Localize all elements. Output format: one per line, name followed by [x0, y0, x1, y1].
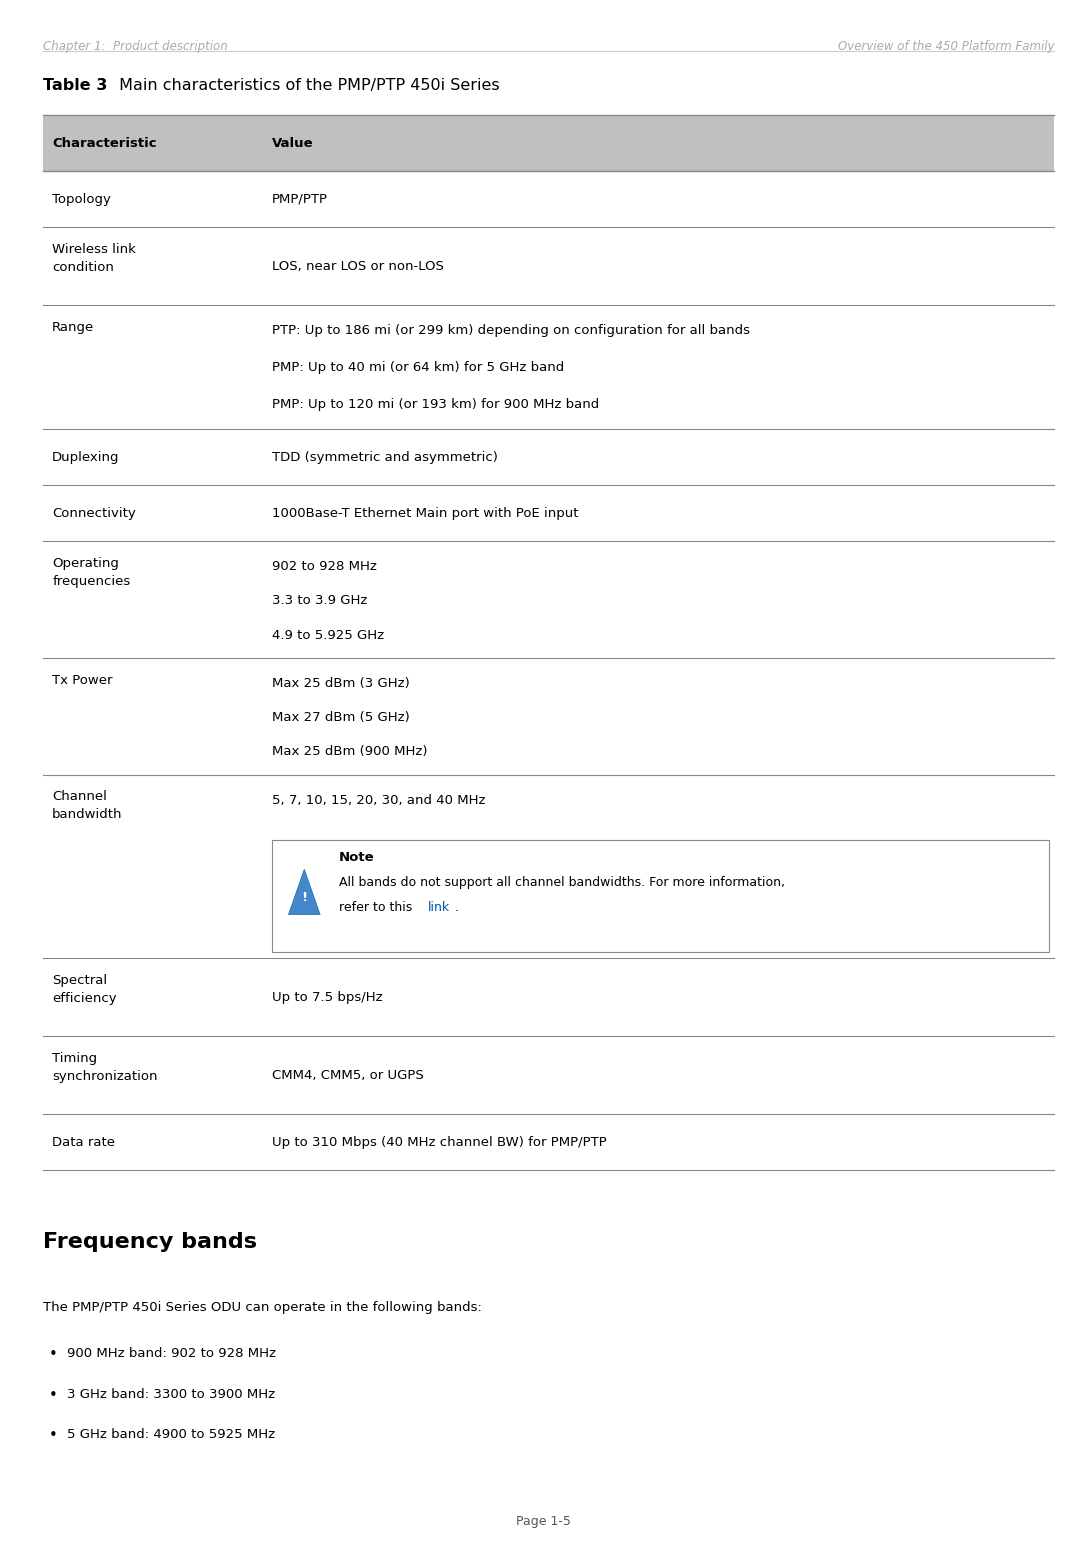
Text: Range: Range	[52, 321, 95, 333]
Text: LOS, near LOS or non-LOS: LOS, near LOS or non-LOS	[272, 260, 443, 272]
Text: link: link	[428, 901, 450, 913]
Bar	[43, 115, 1054, 171]
Text: Wireless link
condition: Wireless link condition	[52, 243, 136, 274]
Text: 3.3 to 3.9 GHz: 3.3 to 3.9 GHz	[272, 594, 367, 607]
Text: Page 1-5: Page 1-5	[516, 1516, 571, 1528]
Text: Max 27 dBm (5 GHz): Max 27 dBm (5 GHz)	[272, 711, 410, 724]
Text: •: •	[49, 1347, 58, 1363]
Text: Operating
frequencies: Operating frequencies	[52, 557, 130, 588]
Text: TDD (symmetric and asymmetric): TDD (symmetric and asymmetric)	[272, 451, 498, 464]
Text: Max 25 dBm (900 MHz): Max 25 dBm (900 MHz)	[272, 745, 427, 758]
Text: Channel
bandwidth: Channel bandwidth	[52, 790, 123, 822]
Text: Max 25 dBm (3 GHz): Max 25 dBm (3 GHz)	[272, 677, 410, 689]
Text: 5, 7, 10, 15, 20, 30, and 40 MHz: 5, 7, 10, 15, 20, 30, and 40 MHz	[272, 794, 485, 806]
Text: Up to 7.5 bps/Hz: Up to 7.5 bps/Hz	[272, 991, 383, 1004]
Text: CMM4, CMM5, or UGPS: CMM4, CMM5, or UGPS	[272, 1069, 424, 1081]
Text: Frequency bands: Frequency bands	[43, 1232, 258, 1253]
Text: PMP: Up to 120 mi (or 193 km) for 900 MHz band: PMP: Up to 120 mi (or 193 km) for 900 MH…	[272, 398, 599, 411]
Text: 5 GHz band: 4900 to 5925 MHz: 5 GHz band: 4900 to 5925 MHz	[67, 1428, 275, 1441]
Text: The PMP/PTP 450i Series ODU can operate in the following bands:: The PMP/PTP 450i Series ODU can operate …	[43, 1301, 483, 1313]
Text: 1000Base-T Ethernet Main port with PoE input: 1000Base-T Ethernet Main port with PoE i…	[272, 507, 578, 520]
Text: Overview of the 450 Platform Family: Overview of the 450 Platform Family	[838, 40, 1054, 53]
Polygon shape	[288, 870, 321, 915]
Text: PTP: Up to 186 mi (or 299 km) depending on configuration for all bands: PTP: Up to 186 mi (or 299 km) depending …	[272, 324, 750, 336]
Bar	[272, 840, 1049, 952]
Text: 3 GHz band: 3300 to 3900 MHz: 3 GHz band: 3300 to 3900 MHz	[67, 1388, 275, 1400]
Text: PMP/PTP: PMP/PTP	[272, 193, 327, 205]
Text: Main characteristics of the PMP/PTP 450i Series: Main characteristics of the PMP/PTP 450i…	[114, 78, 500, 93]
Text: 902 to 928 MHz: 902 to 928 MHz	[272, 560, 376, 573]
Text: Chapter 1:  Product description: Chapter 1: Product description	[43, 40, 228, 53]
Text: Value: Value	[272, 137, 313, 149]
Text: Topology: Topology	[52, 193, 111, 205]
Text: Timing
synchronization: Timing synchronization	[52, 1052, 158, 1083]
Text: !: !	[301, 892, 308, 904]
Text: Note: Note	[339, 851, 375, 864]
Text: Tx Power: Tx Power	[52, 674, 113, 686]
Text: All bands do not support all channel bandwidths. For more information,: All bands do not support all channel ban…	[339, 876, 785, 888]
Text: PMP: Up to 40 mi (or 64 km) for 5 GHz band: PMP: Up to 40 mi (or 64 km) for 5 GHz ba…	[272, 361, 564, 373]
Text: refer to this: refer to this	[339, 901, 416, 913]
Text: Up to 310 Mbps (40 MHz channel BW) for PMP/PTP: Up to 310 Mbps (40 MHz channel BW) for P…	[272, 1136, 607, 1148]
Text: Duplexing: Duplexing	[52, 451, 120, 464]
Text: Data rate: Data rate	[52, 1136, 115, 1148]
Text: Connectivity: Connectivity	[52, 507, 136, 520]
Text: Characteristic: Characteristic	[52, 137, 157, 149]
Text: Table 3: Table 3	[43, 78, 108, 93]
Text: 900 MHz band: 902 to 928 MHz: 900 MHz band: 902 to 928 MHz	[67, 1347, 276, 1360]
Text: 4.9 to 5.925 GHz: 4.9 to 5.925 GHz	[272, 629, 384, 641]
Text: •: •	[49, 1388, 58, 1404]
Text: .: .	[454, 901, 459, 913]
Text: Spectral
efficiency: Spectral efficiency	[52, 974, 116, 1005]
Text: •: •	[49, 1428, 58, 1444]
